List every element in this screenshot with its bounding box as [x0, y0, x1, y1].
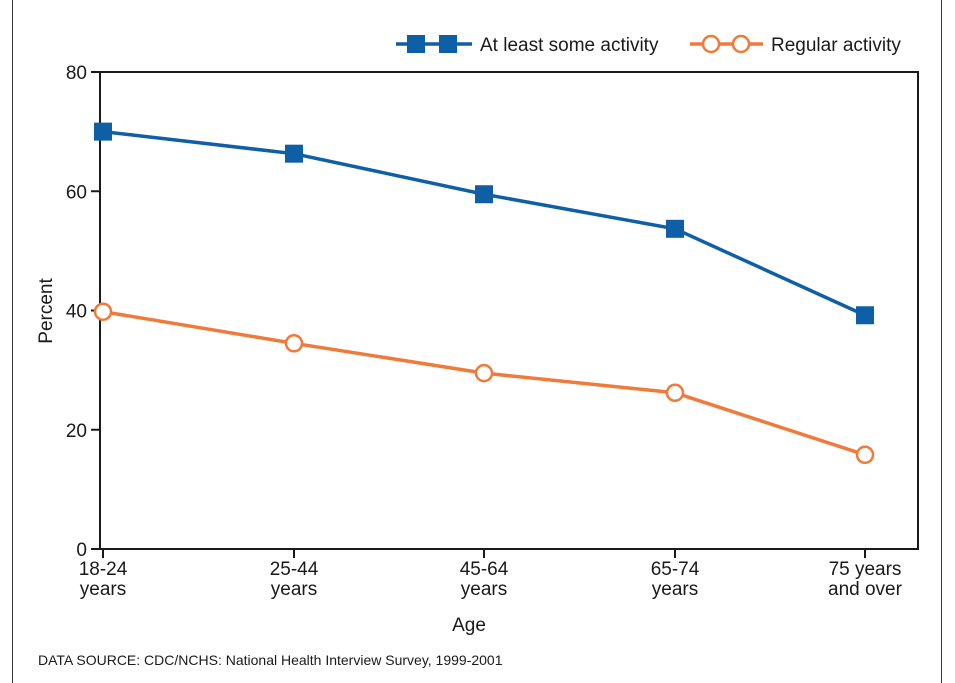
- data-point: [665, 383, 685, 403]
- series-layer: [93, 122, 875, 465]
- x-tick-label: years: [652, 579, 698, 600]
- x-tick-label: 45-64: [460, 559, 509, 580]
- data-point: [285, 144, 303, 163]
- x-axis: 18-24years25-44years45-64years65-74years…: [79, 549, 903, 600]
- series-line: [102, 309, 866, 457]
- legend-item-0: At least some activity: [396, 35, 659, 56]
- x-tick-label: 75 years: [829, 559, 902, 580]
- plot-area: [99, 71, 919, 550]
- series-line: [102, 129, 866, 317]
- x-tick-label: 65-74: [651, 559, 700, 580]
- data-point: [475, 185, 493, 204]
- x-tick-label: years: [80, 579, 126, 600]
- legend-marker: [731, 34, 751, 54]
- legend-label: At least some activity: [480, 35, 659, 56]
- y-tick-label: 20: [66, 421, 87, 442]
- data-point: [666, 219, 684, 238]
- legend-label: Regular activity: [771, 35, 901, 56]
- series-1: [93, 302, 875, 465]
- data-point: [855, 445, 875, 465]
- series-0: [94, 122, 874, 325]
- y-tick-label: 0: [76, 540, 87, 561]
- y-tick-label: 80: [66, 63, 87, 84]
- x-tick-label: and over: [828, 579, 903, 600]
- data-point: [93, 302, 113, 321]
- x-tick-label: years: [461, 579, 507, 600]
- legend-marker: [701, 34, 721, 54]
- data-point: [856, 306, 874, 325]
- legend: At least some activity Regular activity: [396, 34, 901, 56]
- legend-marker: [407, 35, 425, 53]
- y-axis-title: Percent: [36, 278, 57, 344]
- legend-marker: [439, 35, 457, 53]
- x-tick-label: years: [271, 579, 317, 600]
- y-tick-label: 40: [66, 302, 87, 323]
- figure-frame: [12, 0, 942, 683]
- x-tick-label: 25-44: [270, 559, 319, 580]
- y-tick-label: 60: [66, 182, 87, 203]
- x-tick-label: 18-24: [79, 559, 128, 580]
- data-point: [474, 363, 494, 383]
- data-point: [94, 122, 112, 141]
- data-source-note: DATA SOURCE: CDC/NCHS: National Health I…: [38, 652, 503, 668]
- y-axis: 0 20 40 60 80: [66, 63, 100, 561]
- x-axis-title: Age: [452, 615, 486, 636]
- data-point: [284, 334, 304, 353]
- legend-item-1: Regular activity: [690, 34, 901, 56]
